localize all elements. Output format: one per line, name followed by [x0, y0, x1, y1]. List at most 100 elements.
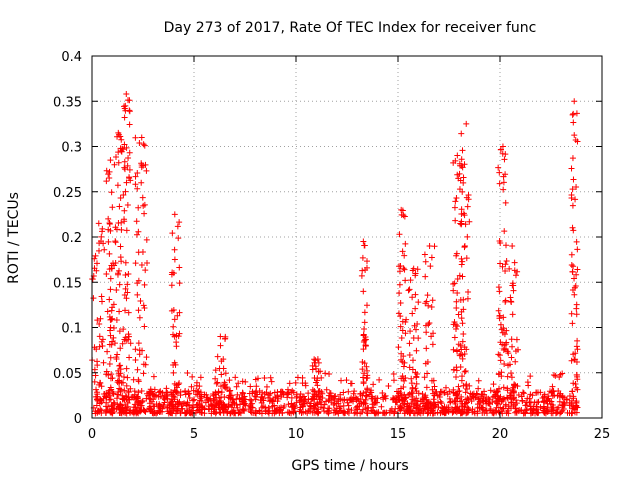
data-point — [459, 338, 466, 345]
data-point — [408, 389, 415, 396]
data-point — [114, 182, 121, 189]
data-point — [508, 370, 515, 377]
data-point — [406, 351, 413, 358]
data-point — [407, 277, 414, 284]
data-point — [124, 162, 131, 169]
data-point — [446, 395, 453, 402]
data-point — [431, 401, 438, 408]
data-point — [176, 309, 183, 316]
data-point — [120, 191, 127, 198]
data-point — [121, 387, 128, 394]
data-point — [175, 381, 182, 388]
data-point — [317, 393, 324, 400]
data-point — [545, 393, 552, 400]
data-point — [103, 167, 110, 174]
data-point — [124, 201, 131, 208]
y-tick-label: 0.3 — [61, 141, 82, 156]
data-point — [231, 400, 238, 407]
data-point — [323, 386, 330, 393]
data-point — [112, 154, 119, 161]
data-point — [461, 344, 468, 351]
data-point — [408, 375, 415, 382]
data-point — [121, 114, 128, 121]
data-point — [134, 169, 141, 176]
data-point — [234, 404, 241, 411]
data-point — [450, 366, 457, 373]
data-point — [326, 405, 333, 412]
data-point — [454, 275, 461, 282]
data-point — [396, 396, 403, 403]
data-point — [481, 388, 488, 395]
data-point — [96, 343, 103, 350]
data-point — [241, 407, 248, 414]
data-point — [422, 300, 429, 307]
data-point — [138, 261, 145, 268]
data-point — [101, 246, 108, 253]
data-point — [253, 383, 260, 390]
data-point — [201, 391, 208, 398]
data-point — [189, 404, 196, 411]
data-point — [569, 155, 576, 162]
data-point — [348, 407, 355, 414]
data-point — [286, 409, 293, 416]
data-point — [123, 227, 130, 234]
data-point — [93, 402, 100, 409]
data-point — [126, 121, 133, 128]
data-point — [550, 387, 557, 394]
data-point — [506, 265, 513, 272]
data-point — [175, 333, 182, 340]
data-point — [573, 183, 580, 190]
data-point — [402, 394, 409, 401]
data-point — [104, 348, 111, 355]
data-point — [509, 396, 516, 403]
data-point — [124, 403, 131, 410]
data-point — [507, 298, 514, 305]
data-point — [241, 393, 248, 400]
data-point — [127, 340, 134, 347]
data-point — [534, 410, 541, 417]
data-point — [148, 398, 155, 405]
data-point — [508, 336, 515, 343]
data-point — [107, 286, 114, 293]
data-point — [239, 397, 246, 404]
data-point — [502, 297, 509, 304]
data-point — [500, 314, 507, 321]
data-point — [519, 397, 526, 404]
data-point — [403, 316, 410, 323]
data-point — [487, 405, 494, 412]
data-point — [132, 134, 139, 141]
data-point — [142, 267, 149, 274]
data-point — [132, 356, 139, 363]
data-point — [572, 381, 579, 388]
data-point — [94, 317, 101, 324]
data-point — [458, 130, 465, 137]
data-point — [405, 404, 412, 411]
data-point — [557, 371, 564, 378]
data-point — [390, 377, 397, 384]
data-point — [390, 394, 397, 401]
data-point — [116, 281, 123, 288]
data-point — [256, 408, 263, 415]
data-point — [423, 329, 430, 336]
data-point — [127, 177, 134, 184]
data-point — [147, 386, 154, 393]
data-point — [268, 378, 275, 385]
data-point — [487, 387, 494, 394]
y-axis-label: ROTI / TECUs — [6, 192, 22, 284]
data-point — [524, 379, 531, 386]
data-point — [197, 374, 204, 381]
data-point — [362, 405, 369, 412]
data-point — [254, 375, 261, 382]
data-point — [309, 386, 316, 393]
data-point — [501, 156, 508, 163]
data-point — [132, 346, 139, 353]
data-point — [540, 407, 547, 414]
x-tick-label: 0 — [88, 427, 96, 442]
data-point — [500, 395, 507, 402]
data-point — [93, 386, 100, 393]
data-point — [271, 389, 278, 396]
data-point — [540, 398, 547, 405]
data-point — [293, 393, 300, 400]
data-point — [103, 178, 110, 185]
data-point — [435, 404, 442, 411]
